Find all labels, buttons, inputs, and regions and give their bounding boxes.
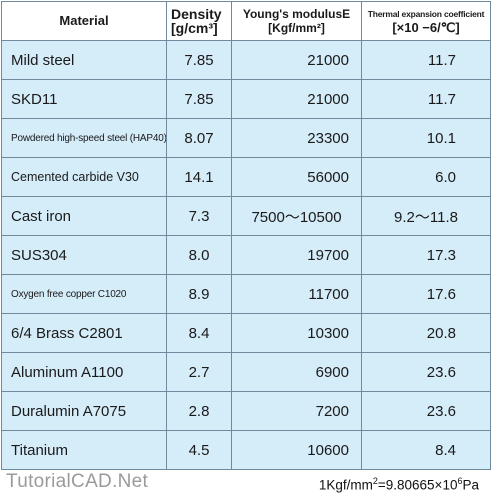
table-row: Powdered high-speed steel (HAP40) ▪ 8.07… (1, 118, 491, 158)
density-cell: 4.5 (166, 430, 232, 470)
material-properties-table: Material Density [g/cm³] Young's modulus… (1, 1, 491, 470)
material-cell: Titanium (1, 430, 167, 470)
thermal-cell: 8.4 (361, 430, 491, 470)
note-lhs: 1Kgf/mm (318, 477, 373, 493)
density-cell: 8.07 (166, 118, 232, 158)
material-cell: Cast iron (1, 196, 167, 236)
density-cell: 8.9 (166, 274, 232, 314)
header-modulus: Young's modulusE [Kgf/mm²] (231, 1, 362, 41)
header-density-unit: [g/cm³] (171, 20, 218, 36)
modulus-cell: 7500～10500 (231, 196, 362, 236)
modulus-cell: 6900 (231, 352, 362, 392)
material-cell: SUS304 (1, 235, 167, 275)
thermal-cell: 17.3 (361, 235, 491, 275)
thermal-cell: 10.1 (361, 118, 491, 158)
header-density-label: Density (171, 6, 222, 22)
table-row: Oxygen free copper C1020 8.9 11700 17.6 (1, 274, 491, 314)
density-cell: 7.85 (166, 79, 232, 119)
material-cell: SKD11 (1, 79, 167, 119)
modulus-cell: 19700 (231, 235, 362, 275)
header-modulus-label: Young's modulusE (242, 7, 351, 21)
header-thermal: Thermal expansion coefficient [×10 −6/℃] (361, 1, 491, 41)
modulus-cell: 10300 (231, 313, 362, 353)
table-row: Mild steel 7.85 21000 11.7 (1, 40, 491, 80)
thermal-cell: 9.2～11.8 (361, 196, 491, 236)
modulus-cell: 21000 (231, 79, 362, 119)
material-cell: Mild steel (1, 40, 167, 80)
density-cell: 8.0 (166, 235, 232, 275)
thermal-cell: 20.8 (361, 313, 491, 353)
modulus-cell: 11700 (231, 274, 362, 314)
material-cell: 6/4 Brass C2801 (1, 313, 167, 353)
watermark: TutorialCAD.Net (6, 471, 149, 492)
density-cell: 14.1 (166, 157, 232, 197)
thermal-cell: 17.6 (361, 274, 491, 314)
header-material: Material (1, 1, 167, 41)
table-row: Cemented carbide V30 14.1 56000 6.0 (1, 157, 491, 197)
note-lhs-exponent: 2 (372, 476, 378, 486)
material-cell: Powdered high-speed steel (HAP40) ▪ (1, 118, 167, 158)
table-row: 6/4 Brass C2801 8.4 10300 20.8 (1, 313, 491, 353)
thermal-cell: 23.6 (361, 391, 491, 431)
material-cell: Cemented carbide V30 (1, 157, 167, 197)
header-modulus-unit: [Kgf/mm²] (268, 21, 325, 35)
thermal-cell: 11.7 (361, 79, 491, 119)
header-material-label: Material (59, 13, 109, 28)
thermal-cell: 6.0 (361, 157, 491, 197)
modulus-cell: 21000 (231, 40, 362, 80)
density-cell: 7.85 (166, 40, 232, 80)
table-row: Duralumin A7075 2.8 7200 23.6 (1, 391, 491, 431)
note-mid: =9.80665×10 (377, 477, 458, 493)
modulus-cell: 56000 (231, 157, 362, 197)
table-header-row: Material Density [g/cm³] Young's modulus… (1, 1, 491, 41)
density-cell: 2.7 (166, 352, 232, 392)
material-cell: Aluminum A1100 (1, 352, 167, 392)
header-thermal-label: Thermal expansion coefficient (367, 9, 485, 19)
unit-conversion-note: 1Kgf/mm2=9.80665×106Pa (319, 476, 479, 493)
table-row: Cast iron 7.3 7500～10500 9.2～11.8 (1, 196, 491, 236)
modulus-cell: 23300 (231, 118, 362, 158)
table-row: SKD11 7.85 21000 11.7 (1, 79, 491, 119)
modulus-cell: 10600 (231, 430, 362, 470)
header-thermal-unit: [×10 −6/℃] (392, 20, 460, 35)
note-rhs-exponent: 6 (457, 476, 463, 486)
table-row: Titanium 4.5 10600 8.4 (1, 430, 491, 470)
table-row: SUS304 8.0 19700 17.3 (1, 235, 491, 275)
density-cell: 2.8 (166, 391, 232, 431)
table-row: Aluminum A1100 2.7 6900 23.6 (1, 352, 491, 392)
material-cell: Oxygen free copper C1020 (1, 274, 167, 314)
note-unit: Pa (462, 477, 479, 493)
thermal-cell: 23.6 (361, 352, 491, 392)
material-cell: Duralumin A7075 (1, 391, 167, 431)
modulus-cell: 7200 (231, 391, 362, 431)
density-cell: 7.3 (166, 196, 232, 236)
thermal-cell: 11.7 (361, 40, 491, 80)
header-density: Density [g/cm³] (166, 1, 232, 41)
density-cell: 8.4 (166, 313, 232, 353)
